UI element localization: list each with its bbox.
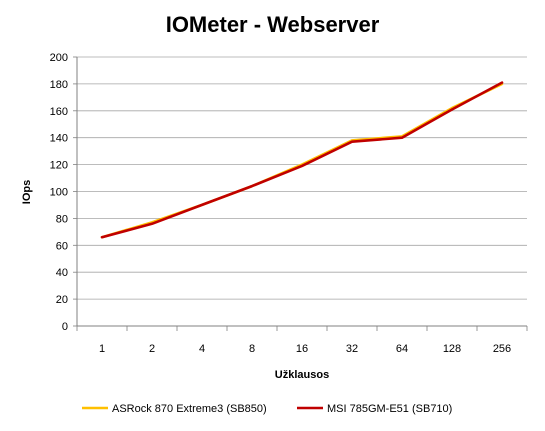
legend-label: ASRock 870 Extreme3 (SB850) [112,403,267,415]
y-tick-labels: 0 20 40 60 80 100 120 140 160 180 200 [50,52,68,333]
y-tick-label: 60 [56,240,68,252]
x-tick-label: 8 [249,343,255,355]
x-tick-label: 1 [99,343,105,355]
y-tick-label: 100 [50,187,68,199]
y-tick-label: 140 [50,133,68,145]
legend-label: MSI 785GM-E51 (SB710) [327,403,452,415]
series-line-0 [100,82,504,239]
y-tick-label: 0 [62,321,68,333]
chart-title: IOMeter - Webserver [165,12,380,37]
x-tick-label: 64 [396,343,408,355]
y-tick-label: 120 [50,160,68,172]
x-tick-label: 32 [346,343,358,355]
x-tick-labels: 1 2 4 8 16 32 64 128 256 [99,343,511,355]
y-tick-label: 200 [50,52,68,64]
axes [76,57,528,331]
y-tick-label: 40 [56,267,68,279]
x-axis-title: Užklausos [275,369,329,381]
y-axis-title: IOps [21,180,33,204]
y-tick-label: 160 [50,106,68,118]
series-lines [100,81,504,239]
gridlines [73,56,527,327]
y-tick-label: 80 [56,213,68,225]
y-tick-label: 20 [56,294,68,306]
x-tick-label: 4 [199,343,205,355]
x-tick-label: 16 [296,343,308,355]
series-line-1 [100,81,504,239]
legend: ASRock 870 Extreme3 (SB850) MSI 785GM-E51… [82,403,452,415]
x-tick-label: 2 [149,343,155,355]
x-tick-label: 256 [493,343,511,355]
y-tick-label: 180 [50,79,68,91]
x-tick-label: 128 [443,343,461,355]
